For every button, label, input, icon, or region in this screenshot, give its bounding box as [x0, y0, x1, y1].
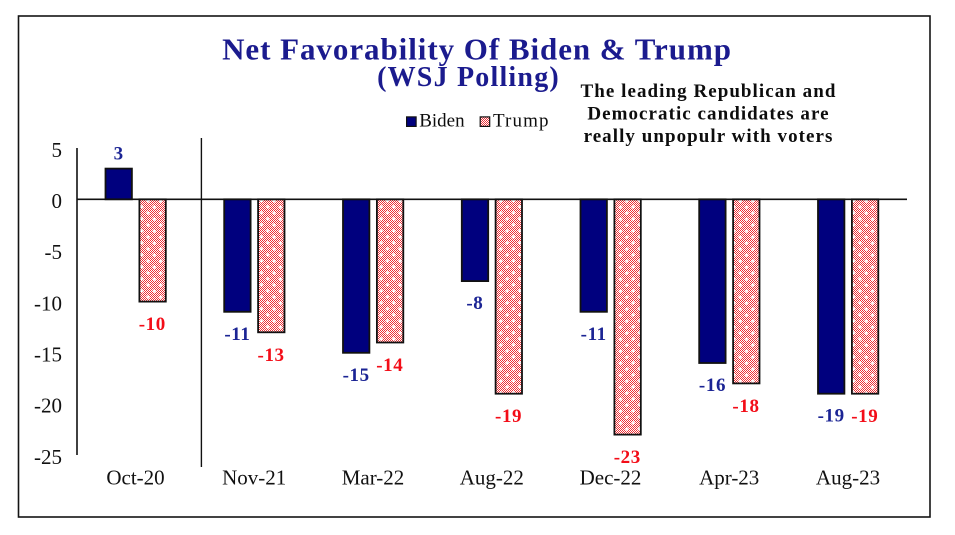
svg-text:-20: -20	[34, 394, 62, 418]
svg-text:Biden: Biden	[419, 111, 465, 132]
svg-text:Dec-22: Dec-22	[580, 466, 642, 490]
svg-text:(WSJ Polling): (WSJ Polling)	[377, 62, 560, 93]
svg-text:-5: -5	[45, 240, 63, 264]
svg-text:-10: -10	[139, 314, 166, 335]
svg-text:-13: -13	[258, 345, 285, 366]
svg-text:really unpopulr with voters: really unpopulr with voters	[584, 126, 834, 147]
svg-text:Mar-22: Mar-22	[342, 466, 405, 490]
svg-text:-11: -11	[581, 324, 607, 345]
svg-text:Democratic candidates are: Democratic candidates are	[587, 104, 829, 125]
svg-text:Net Favorability Of Biden & Tr: Net Favorability Of Biden & Trump	[222, 32, 732, 67]
svg-text:Aug-22: Aug-22	[460, 466, 524, 490]
svg-text:-25: -25	[34, 445, 62, 469]
svg-text:Apr-23: Apr-23	[699, 466, 759, 490]
svg-text:-19: -19	[495, 406, 522, 427]
svg-text:-14: -14	[376, 355, 403, 376]
svg-text:3: 3	[114, 144, 124, 165]
svg-text:-10: -10	[34, 291, 62, 315]
svg-text:-19: -19	[818, 406, 845, 427]
svg-text:Nov-21: Nov-21	[222, 466, 286, 490]
svg-text:-8: -8	[466, 293, 483, 314]
svg-text:Oct-20: Oct-20	[106, 466, 164, 490]
svg-text:-23: -23	[614, 447, 641, 468]
svg-text:-16: -16	[699, 375, 726, 396]
svg-text:-15: -15	[343, 365, 370, 386]
svg-text:5: 5	[52, 138, 63, 162]
svg-text:The leading Republican and: The leading Republican and	[581, 81, 837, 102]
svg-text:-18: -18	[732, 396, 759, 417]
svg-text:0: 0	[52, 189, 63, 213]
svg-text:Trump: Trump	[493, 111, 550, 132]
svg-text:-19: -19	[851, 406, 878, 427]
svg-text:Aug-23: Aug-23	[816, 466, 880, 490]
svg-text:-15: -15	[34, 343, 62, 367]
svg-text:-11: -11	[224, 324, 250, 345]
